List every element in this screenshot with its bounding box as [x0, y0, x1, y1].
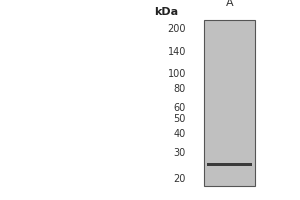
- Bar: [204, 20, 255, 186]
- Bar: [207, 163, 252, 166]
- Text: 100: 100: [168, 69, 186, 79]
- Text: 200: 200: [167, 24, 186, 34]
- Text: 20: 20: [174, 174, 186, 184]
- Text: 50: 50: [174, 114, 186, 124]
- Text: 140: 140: [168, 47, 186, 57]
- Text: 40: 40: [174, 129, 186, 139]
- Text: 30: 30: [174, 148, 186, 158]
- Text: 60: 60: [174, 103, 186, 113]
- Text: A: A: [226, 0, 233, 8]
- Text: kDa: kDa: [154, 7, 178, 17]
- Text: 80: 80: [174, 84, 186, 94]
